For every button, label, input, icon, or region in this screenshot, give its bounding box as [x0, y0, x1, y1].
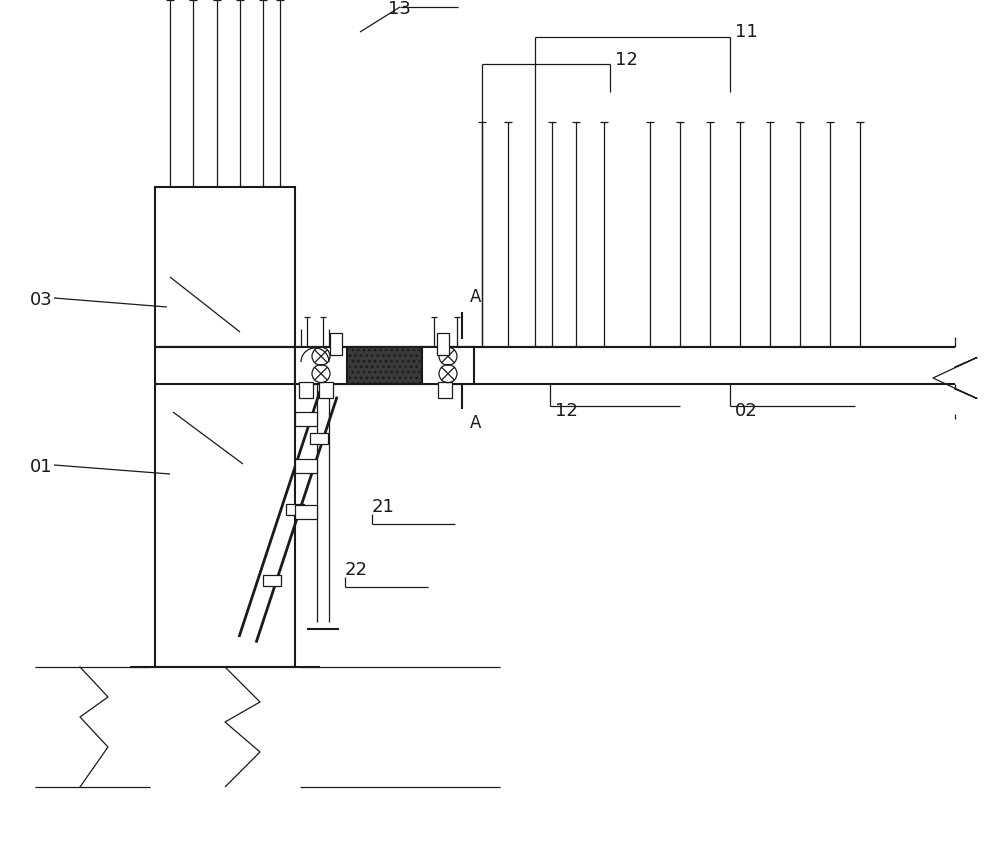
- Text: 11: 11: [735, 23, 758, 41]
- Bar: [295, 412, 317, 426]
- Text: 21: 21: [372, 498, 395, 516]
- Text: A: A: [470, 414, 481, 432]
- Text: 22: 22: [345, 561, 368, 579]
- Text: 02: 02: [735, 402, 758, 420]
- Text: A: A: [470, 288, 481, 306]
- Bar: [310, 433, 328, 444]
- Bar: [319, 382, 333, 398]
- Bar: [155, 187, 295, 347]
- Bar: [347, 347, 422, 384]
- Bar: [155, 347, 295, 667]
- Text: 12: 12: [615, 51, 638, 69]
- Text: 03: 03: [30, 291, 53, 309]
- Text: 12: 12: [555, 402, 578, 420]
- Text: 01: 01: [30, 458, 53, 476]
- Bar: [295, 347, 347, 384]
- Bar: [437, 333, 449, 355]
- Bar: [438, 382, 452, 398]
- Bar: [299, 382, 313, 398]
- Bar: [295, 459, 317, 473]
- Bar: [286, 504, 304, 515]
- Bar: [295, 505, 317, 519]
- Text: 13: 13: [388, 0, 411, 18]
- Bar: [330, 333, 342, 355]
- Bar: [422, 347, 474, 384]
- Bar: [263, 575, 281, 586]
